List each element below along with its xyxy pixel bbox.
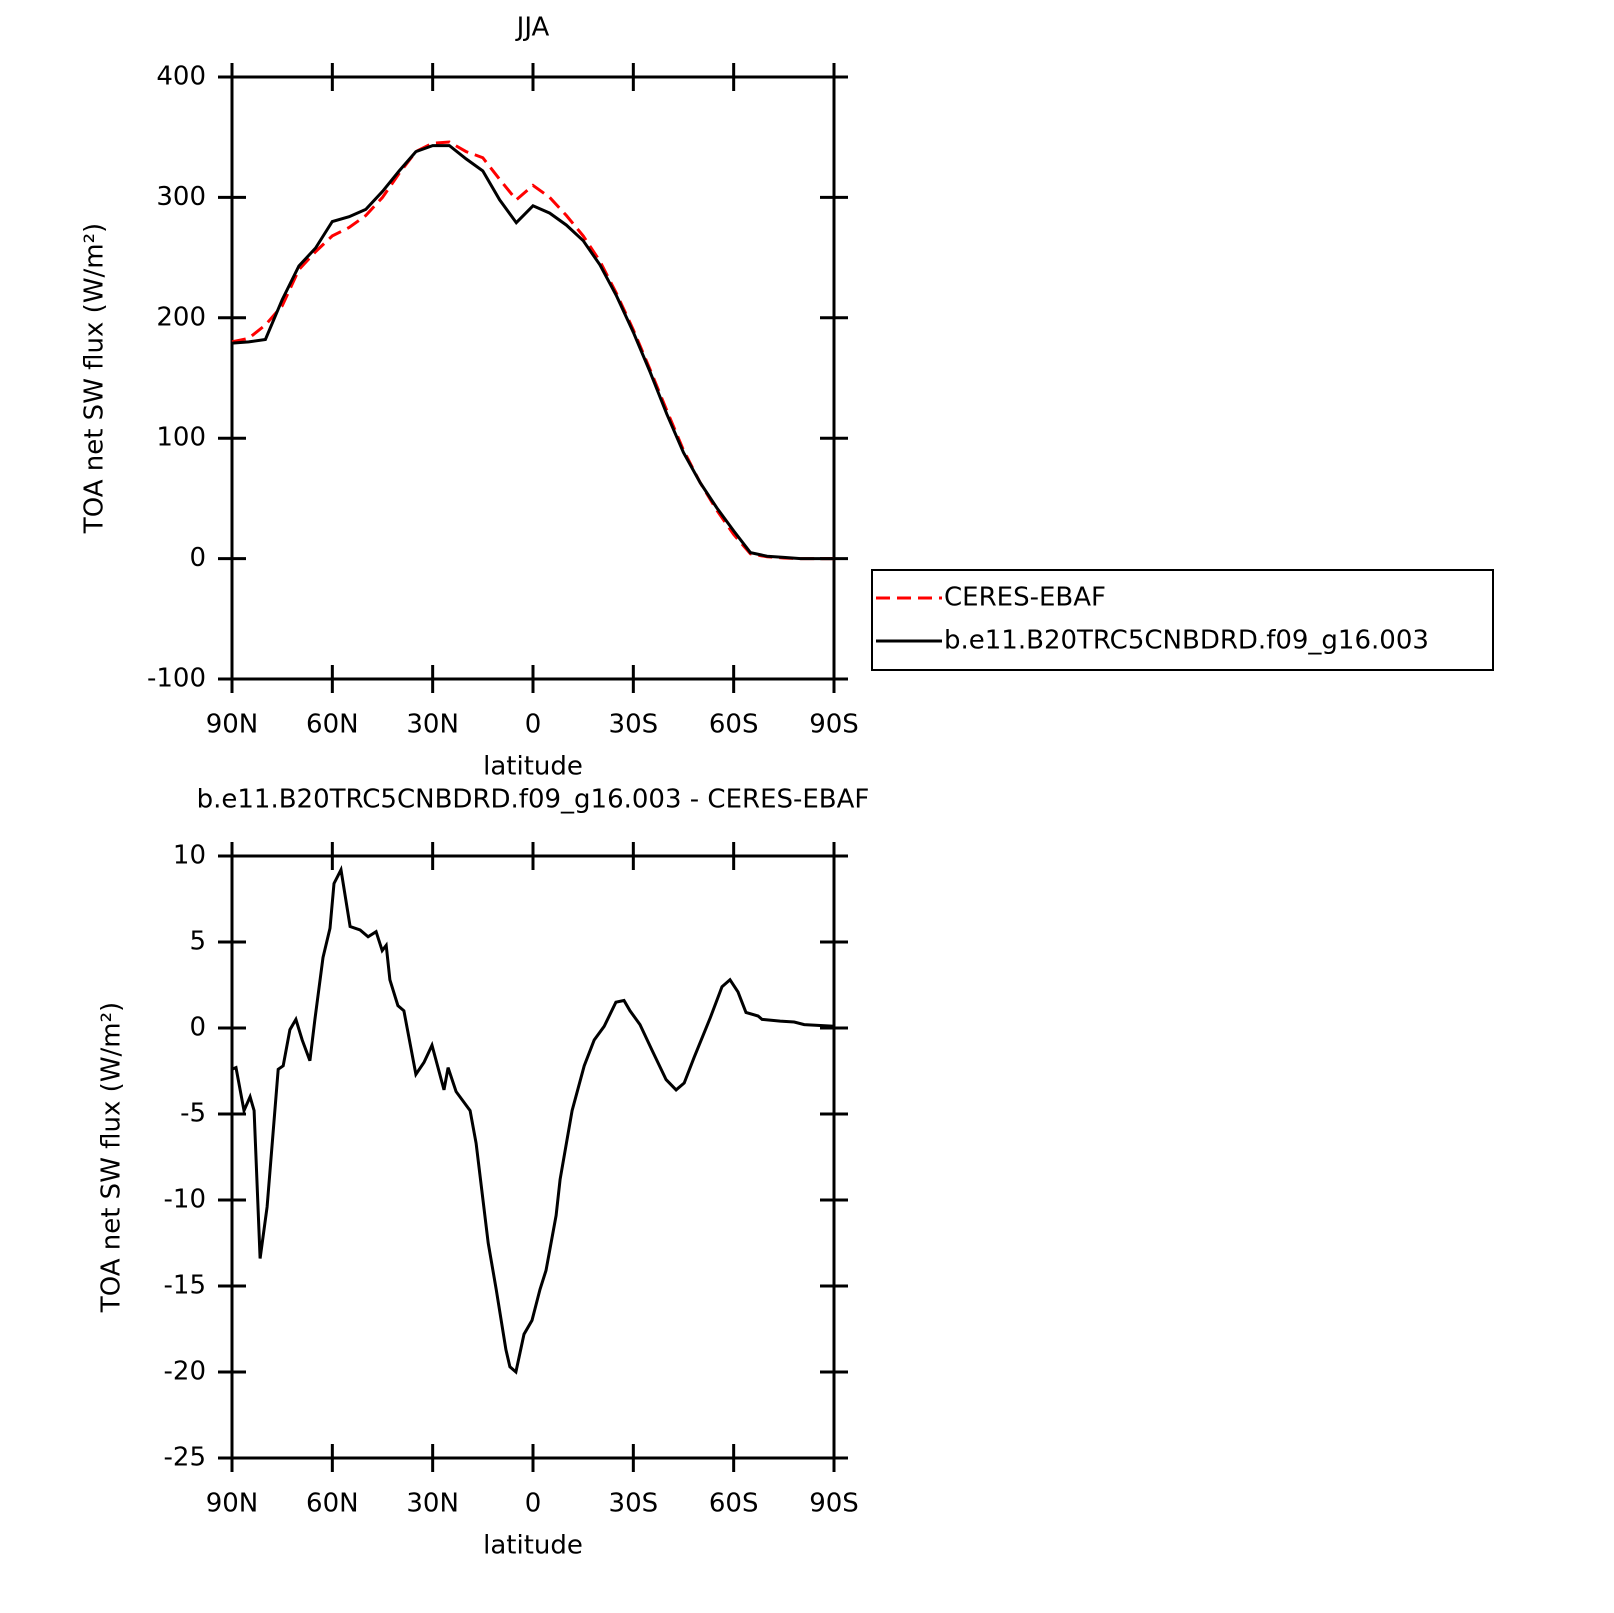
y-tick-label: 0 — [189, 1013, 206, 1043]
plot-frame — [230, 854, 836, 1460]
y-tick-label: -25 — [164, 1443, 206, 1473]
x-tick-label: 30S — [609, 1489, 659, 1519]
legend-label: CERES-EBAF — [944, 583, 1106, 613]
x-tick-label: 30S — [609, 710, 659, 740]
x-tick-label: 90S — [809, 1489, 859, 1519]
y-axis-label: TOA net SW flux (W/m²) — [80, 223, 110, 534]
x-tick-label: 90N — [206, 1489, 259, 1519]
y-tick-label: 5 — [189, 927, 206, 957]
y-tick-label: 100 — [156, 423, 206, 453]
chart-title: b.e11.B20TRC5CNBDRD.f09_g16.003 - CERES-… — [197, 785, 870, 815]
y-tick-label: -10 — [164, 1185, 206, 1215]
x-axis-label: latitude — [483, 1531, 583, 1561]
x-tick-label: 60S — [709, 1489, 759, 1519]
legend: CERES-EBAF b.e11.B20TRC5CNBDRD.f09_g16.00… — [871, 569, 1494, 671]
y-tick-label: -5 — [180, 1099, 206, 1129]
y-tick-label: 0 — [189, 543, 206, 573]
x-tick-label: 30N — [406, 1489, 459, 1519]
x-tick-label: 30N — [406, 710, 459, 740]
y-tick-label: -100 — [147, 664, 206, 694]
x-tick-label: 90S — [809, 710, 859, 740]
data-line — [231, 144, 834, 561]
chart-title: JJA — [515, 13, 550, 43]
y-tick-label: 400 — [156, 62, 206, 92]
x-tick-label: 0 — [525, 1489, 542, 1519]
y-tick-label: -20 — [164, 1357, 206, 1387]
y-tick-label: 300 — [156, 182, 206, 212]
legend-box — [871, 569, 1494, 671]
y-tick-label: 200 — [156, 302, 206, 332]
x-axis-label: latitude — [483, 752, 583, 782]
plot-frame — [230, 75, 836, 681]
x-tick-label: 90N — [206, 710, 259, 740]
y-tick-label: -15 — [164, 1271, 206, 1301]
x-tick-label: 0 — [525, 710, 542, 740]
x-tick-label: 60S — [709, 710, 759, 740]
y-axis-label: TOA net SW flux (W/m²) — [97, 1002, 127, 1313]
x-tick-label: 60N — [306, 710, 359, 740]
x-tick-label: 60N — [306, 1489, 359, 1519]
y-tick-label: 10 — [173, 841, 206, 871]
data-line — [231, 865, 835, 1375]
data-line — [231, 140, 834, 561]
legend-label: b.e11.B20TRC5CNBDRD.f09_g16.003 — [944, 626, 1429, 656]
